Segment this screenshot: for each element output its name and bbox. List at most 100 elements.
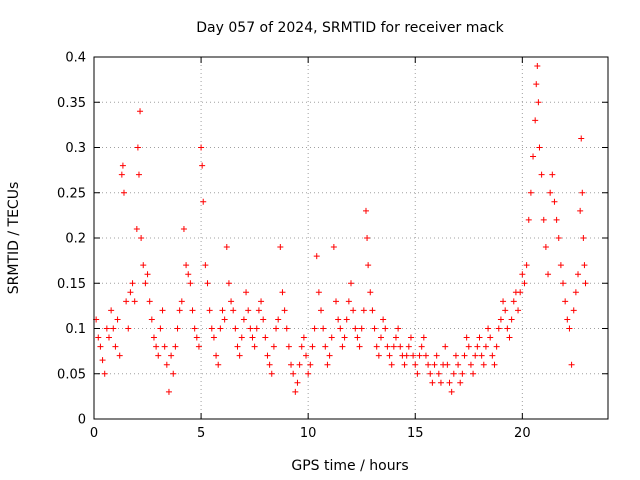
- data-point: [371, 325, 378, 332]
- data-point: [358, 325, 365, 332]
- y-axis-label: SRMTID / TECUs: [6, 182, 22, 295]
- data-point: [555, 235, 562, 241]
- data-point: [397, 343, 404, 350]
- data-points: [93, 63, 589, 395]
- data-point: [390, 343, 397, 350]
- data-point: [161, 343, 168, 350]
- data-point: [577, 207, 584, 214]
- data-point: [281, 307, 288, 314]
- data-point: [333, 298, 340, 305]
- data-point: [290, 370, 297, 377]
- data-point: [225, 280, 232, 287]
- data-point: [395, 325, 402, 332]
- data-point: [243, 289, 250, 296]
- data-point: [247, 325, 254, 332]
- data-point: [328, 334, 335, 341]
- data-point: [562, 298, 569, 305]
- data-point: [495, 325, 502, 332]
- data-point: [146, 298, 153, 305]
- data-point: [97, 343, 104, 350]
- data-point: [277, 244, 284, 251]
- x-tick-label: 20: [514, 426, 531, 441]
- data-point: [232, 325, 239, 332]
- data-point: [482, 343, 489, 350]
- y-tick-label: 0.2: [65, 232, 86, 247]
- data-point: [119, 162, 126, 169]
- data-point: [296, 361, 303, 368]
- data-point: [313, 253, 320, 260]
- data-point: [230, 307, 237, 314]
- data-point: [219, 307, 226, 314]
- data-point: [292, 388, 299, 395]
- y-tick-label: 0.05: [57, 367, 86, 382]
- data-point: [502, 307, 509, 314]
- data-point: [285, 343, 292, 350]
- data-point: [288, 361, 295, 368]
- y-tick-label: 0: [78, 413, 86, 428]
- data-point: [386, 352, 393, 359]
- data-point: [450, 370, 457, 377]
- data-point: [535, 99, 542, 106]
- data-point: [446, 379, 453, 386]
- data-point: [178, 298, 185, 305]
- data-point: [116, 352, 123, 359]
- data-point: [480, 361, 487, 368]
- data-point: [172, 343, 179, 350]
- data-point: [519, 271, 526, 278]
- data-point: [420, 334, 427, 341]
- data-point: [170, 370, 177, 377]
- data-point: [322, 343, 329, 350]
- data-point: [127, 289, 134, 296]
- data-point: [545, 271, 552, 278]
- data-point: [95, 334, 102, 341]
- data-point: [470, 370, 477, 377]
- data-point: [234, 343, 241, 350]
- data-point: [324, 361, 331, 368]
- data-point: [110, 325, 117, 332]
- x-tick-label: 10: [300, 426, 317, 441]
- data-point: [493, 343, 500, 350]
- data-point: [581, 262, 588, 269]
- data-point: [442, 343, 449, 350]
- y-tick-label: 0.1: [65, 322, 86, 337]
- data-point: [365, 262, 372, 269]
- x-tick-label: 5: [197, 426, 205, 441]
- data-point: [352, 325, 359, 332]
- data-point: [388, 361, 395, 368]
- data-point: [236, 352, 243, 359]
- data-point: [485, 325, 492, 332]
- data-point: [341, 334, 348, 341]
- data-point: [120, 189, 127, 196]
- data-point: [403, 352, 410, 359]
- data-point: [294, 379, 301, 386]
- data-point: [195, 343, 202, 350]
- data-point: [392, 334, 399, 341]
- chart-title: Day 057 of 2024, SRMTID for receiver mac…: [196, 20, 504, 36]
- data-point: [305, 370, 312, 377]
- data-point: [525, 216, 532, 223]
- data-point: [497, 316, 504, 323]
- data-point: [200, 198, 207, 205]
- data-point: [380, 316, 387, 323]
- y-tick-label: 0.3: [65, 141, 86, 156]
- data-point: [369, 307, 376, 314]
- data-point: [307, 361, 314, 368]
- data-point: [530, 153, 537, 160]
- data-point: [253, 325, 260, 332]
- data-point: [99, 357, 106, 364]
- data-point: [144, 271, 151, 278]
- data-point: [315, 289, 322, 296]
- data-point: [410, 352, 417, 359]
- data-point: [523, 262, 530, 269]
- data-point: [467, 361, 474, 368]
- data-point: [570, 307, 577, 314]
- data-point: [384, 343, 391, 350]
- data-point: [407, 334, 414, 341]
- data-point: [422, 352, 429, 359]
- data-point: [309, 343, 316, 350]
- data-point: [176, 307, 183, 314]
- data-point: [238, 334, 245, 341]
- data-point: [461, 352, 468, 359]
- data-point: [540, 216, 547, 223]
